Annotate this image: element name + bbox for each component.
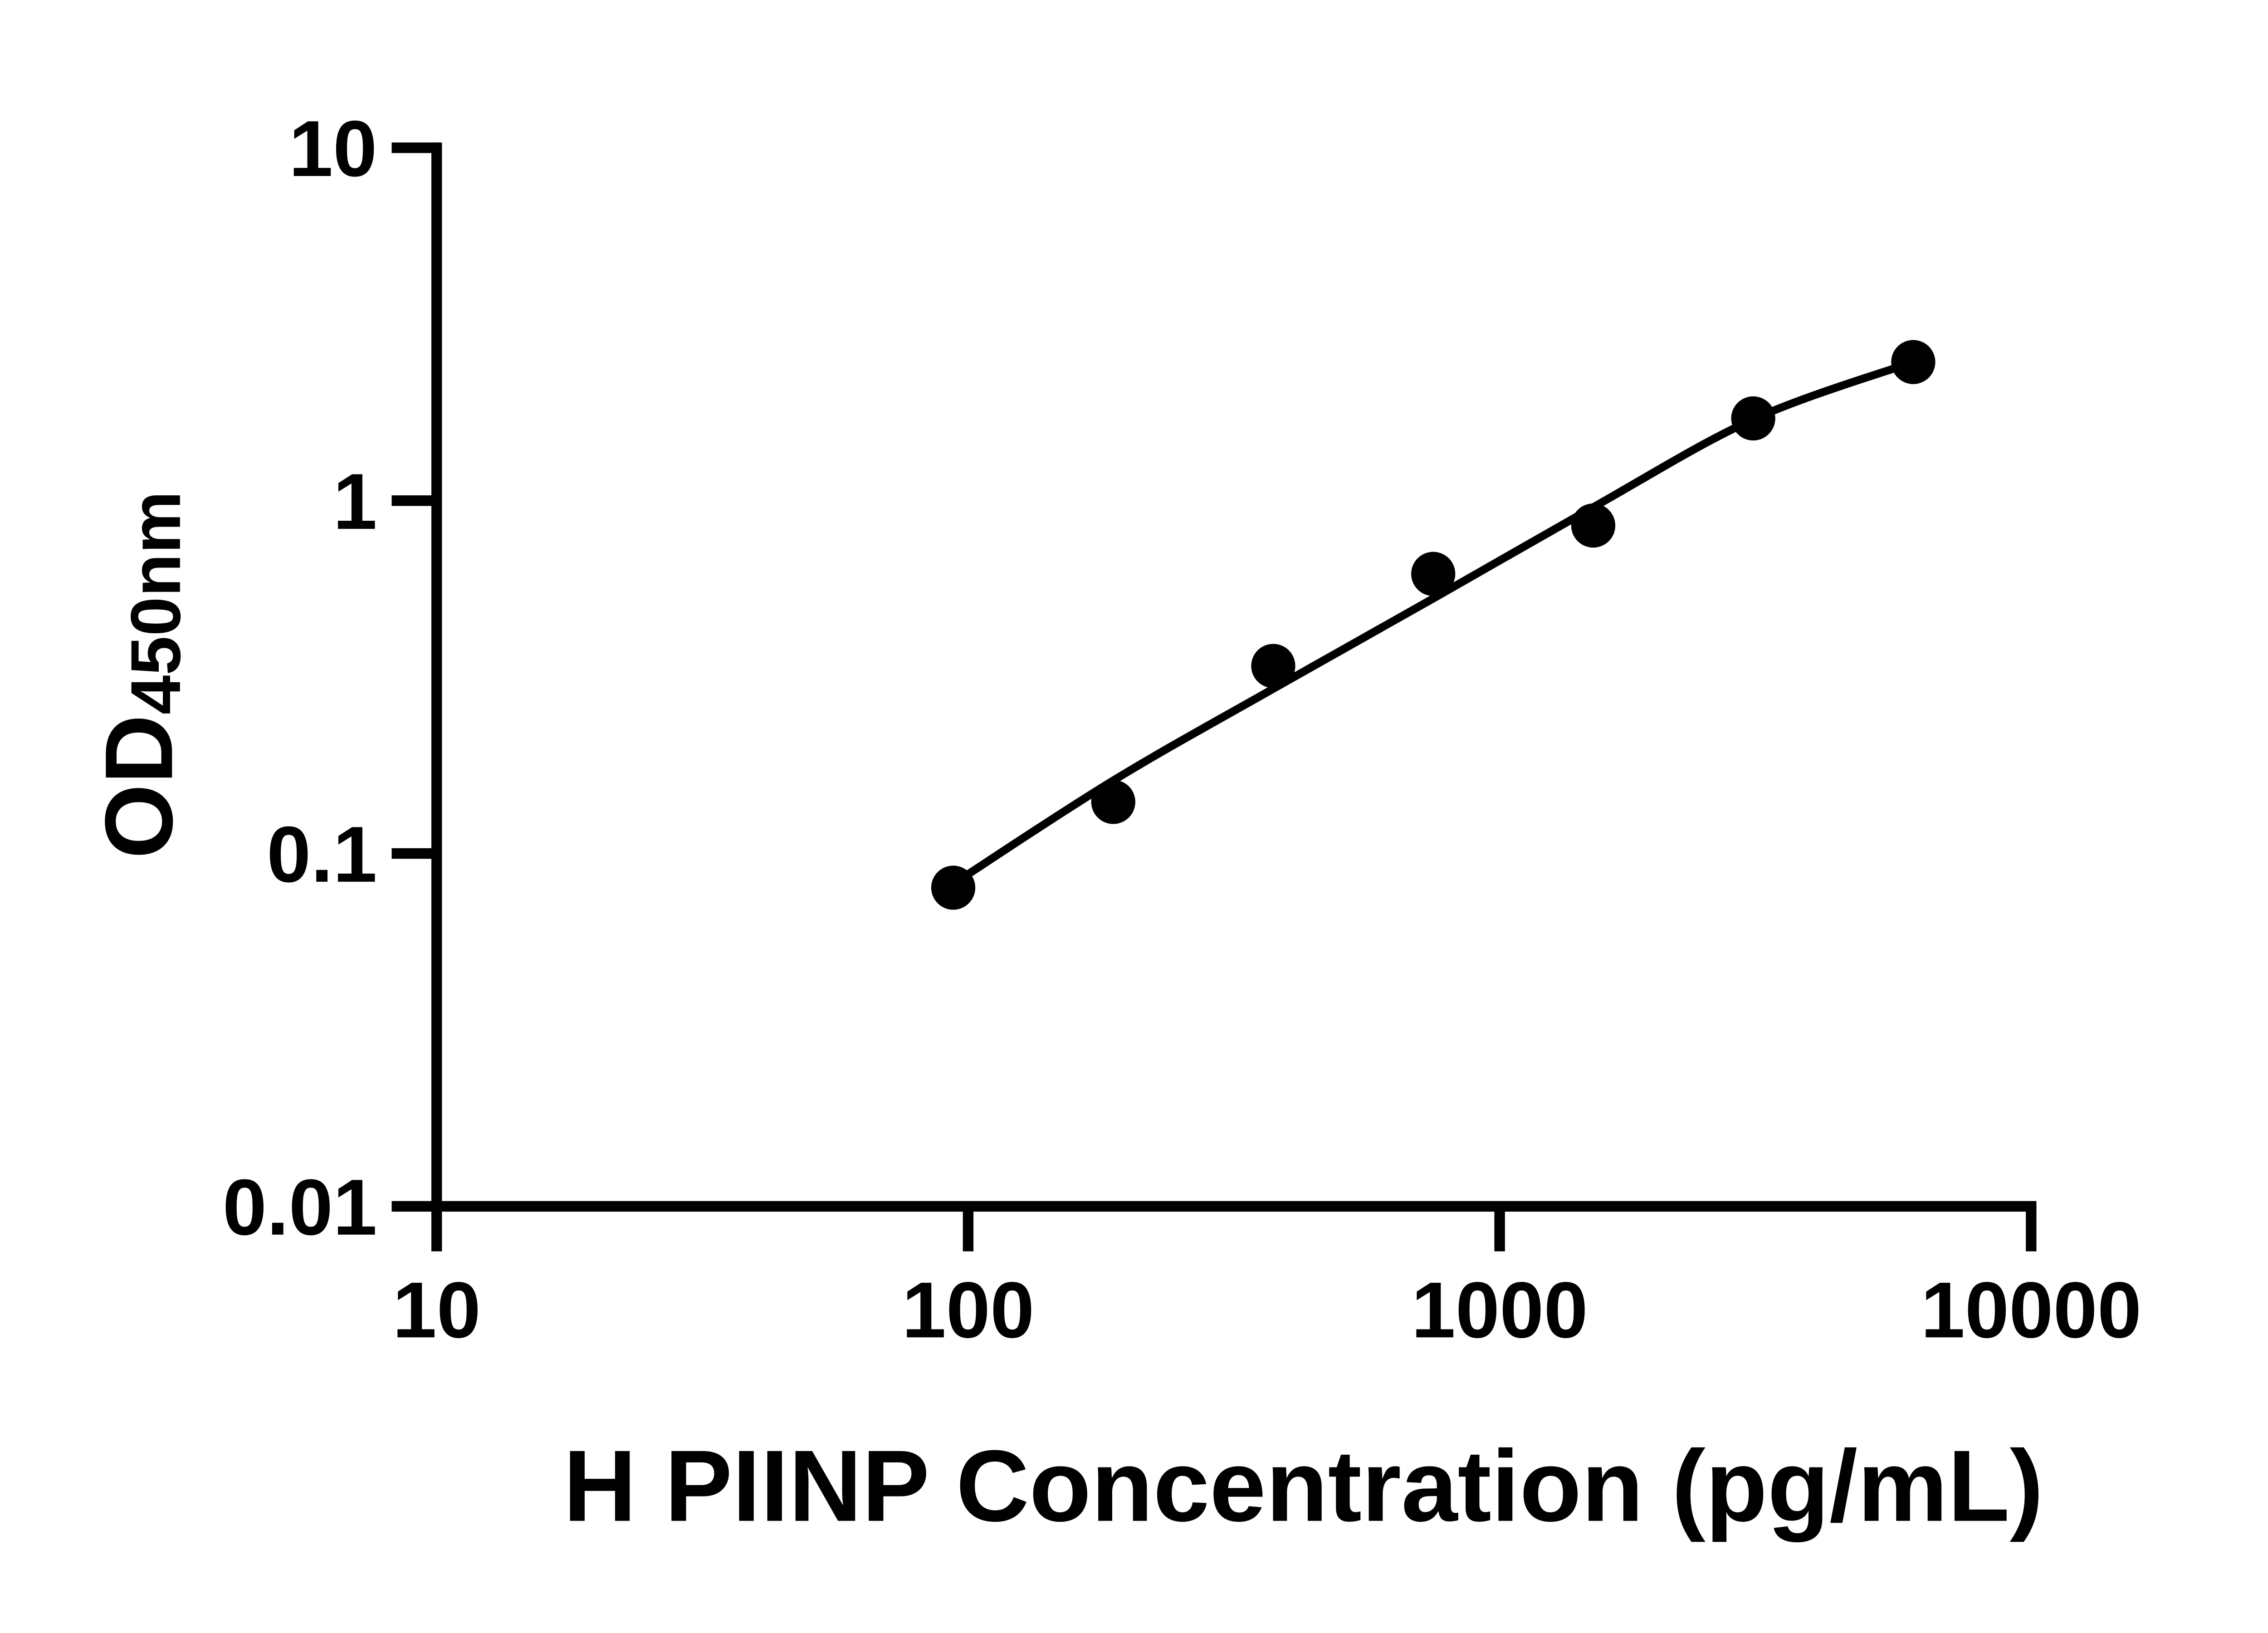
x-tick-label: 10000 xyxy=(1921,1266,2141,1354)
data-point xyxy=(1731,396,1775,441)
data-point xyxy=(1891,340,1936,384)
axis-ticks xyxy=(391,142,2037,1252)
x-tick-label: 10 xyxy=(392,1266,481,1354)
y-tick-label: 0.1 xyxy=(267,811,377,899)
tick-labels: 0.01 0.1 1 10 10 100 1000 10000 xyxy=(223,105,2141,1354)
data-point xyxy=(1251,644,1295,688)
standard-curve-chart: 0.01 0.1 1 10 10 100 1000 10000 H PIINP Concent… xyxy=(85,104,2142,1543)
data-point xyxy=(1411,552,1456,596)
data-point xyxy=(931,865,976,910)
x-tick-label: 100 xyxy=(902,1266,1034,1354)
elisa-standard-curve-figure: 0.01 0.1 1 10 10 100 1000 10000 H PIINP Concent… xyxy=(85,104,2142,1543)
y-axis-title: OD450nm xyxy=(85,491,195,859)
data-point xyxy=(1571,503,1616,548)
y-tick-label: 1 xyxy=(333,458,377,546)
data-points xyxy=(931,340,1936,910)
x-axis-title: H PIINP Concentration (pg/mL) xyxy=(563,1430,2043,1543)
data-point xyxy=(1091,780,1135,824)
axes xyxy=(431,142,2037,1212)
y-tick-label: 0.01 xyxy=(223,1164,377,1252)
y-axis-title-main: OD xyxy=(85,714,192,859)
x-tick-label: 1000 xyxy=(1411,1266,1588,1354)
y-axis-title-subscript: 450nm xyxy=(116,491,195,714)
y-tick-label: 10 xyxy=(289,105,377,193)
